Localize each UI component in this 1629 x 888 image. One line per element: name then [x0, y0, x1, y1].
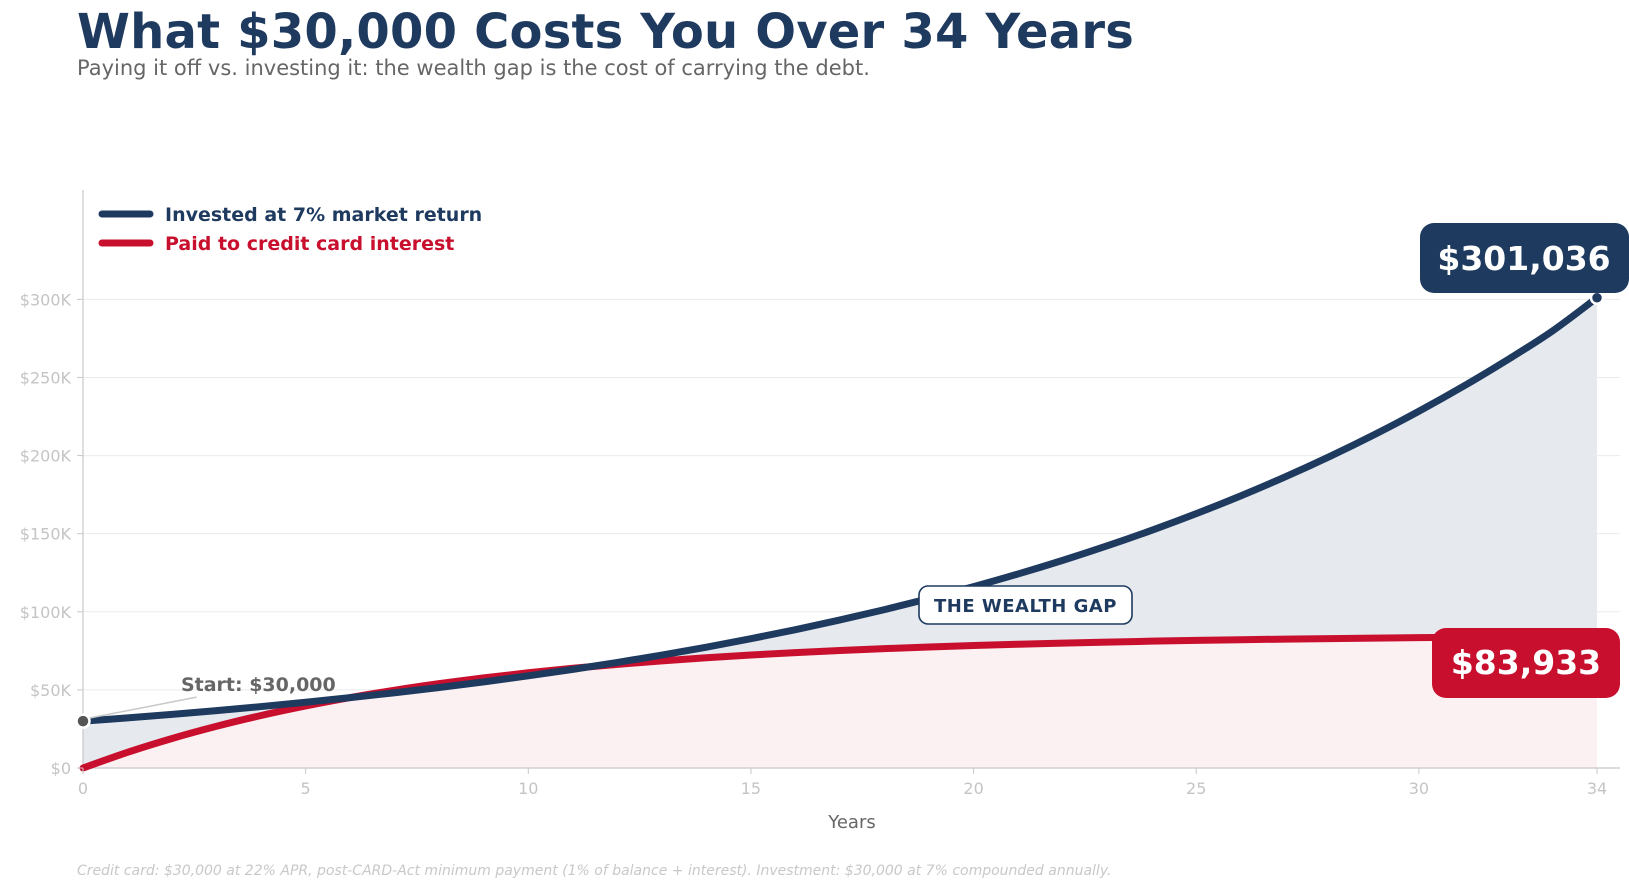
annotations: Start: $30,000 THE WEALTH GAP $301,036 $83,…	[75, 223, 1629, 729]
interest-area	[83, 636, 1597, 768]
footnote: Credit card: $30,000 at 22% APR, post-CA…	[77, 863, 1112, 879]
chart-subtitle: Paying it off vs. investing it: the weal…	[77, 56, 870, 80]
legend-label-interest: Paid to credit card interest	[165, 233, 454, 255]
x-tick-label: 34	[1587, 779, 1607, 798]
y-tick-label: $200K	[20, 447, 72, 466]
x-tick-label: 10	[518, 779, 538, 798]
area-fills	[83, 297, 1597, 768]
series-lines	[79, 294, 1601, 772]
start-connector	[88, 696, 197, 719]
series-line-invested	[79, 294, 1601, 725]
y-tick-label: $0	[51, 759, 71, 778]
x-tick-label: 5	[301, 779, 311, 798]
interest-callout-box	[1432, 628, 1620, 698]
tick-labels: 0 5 10 15 20 25 30 34 $0 $50K $100K $150K $200K $250K…	[20, 290, 1607, 833]
wealth-gap-label-box	[918, 585, 1133, 625]
invested-callout-box	[1420, 223, 1629, 293]
interest-final-value: $83,933	[1451, 643, 1601, 682]
axes	[82, 190, 1620, 769]
x-tick-label: 20	[963, 779, 983, 798]
invested-end-marker	[1589, 290, 1605, 305]
start-point-marker	[75, 713, 91, 729]
chart-title: What $30,000 Costs You Over 34 Years	[77, 4, 1134, 60]
y-tick-label: $300K	[20, 290, 72, 309]
legend-label-invested: Invested at 7% market return	[165, 204, 482, 226]
invested-final-value: $301,036	[1437, 239, 1610, 278]
x-tick-label: 30	[1409, 779, 1429, 798]
x-tick-label: 15	[741, 779, 761, 798]
y-tick-label: $250K	[20, 368, 72, 387]
wealth-gap-label: THE WEALTH GAP	[934, 596, 1117, 617]
y-tick-label: $100K	[20, 603, 72, 622]
legend: Invested at 7% market return Paid to cred…	[98, 204, 482, 255]
x-tick-label: 0	[78, 779, 88, 798]
y-tick-label: $50K	[30, 681, 72, 700]
x-axis-title: Years	[827, 812, 876, 833]
start-annotation: Start: $30,000	[181, 674, 336, 696]
x-tick-label: 25	[1186, 779, 1206, 798]
y-tick-label: $150K	[20, 525, 72, 544]
